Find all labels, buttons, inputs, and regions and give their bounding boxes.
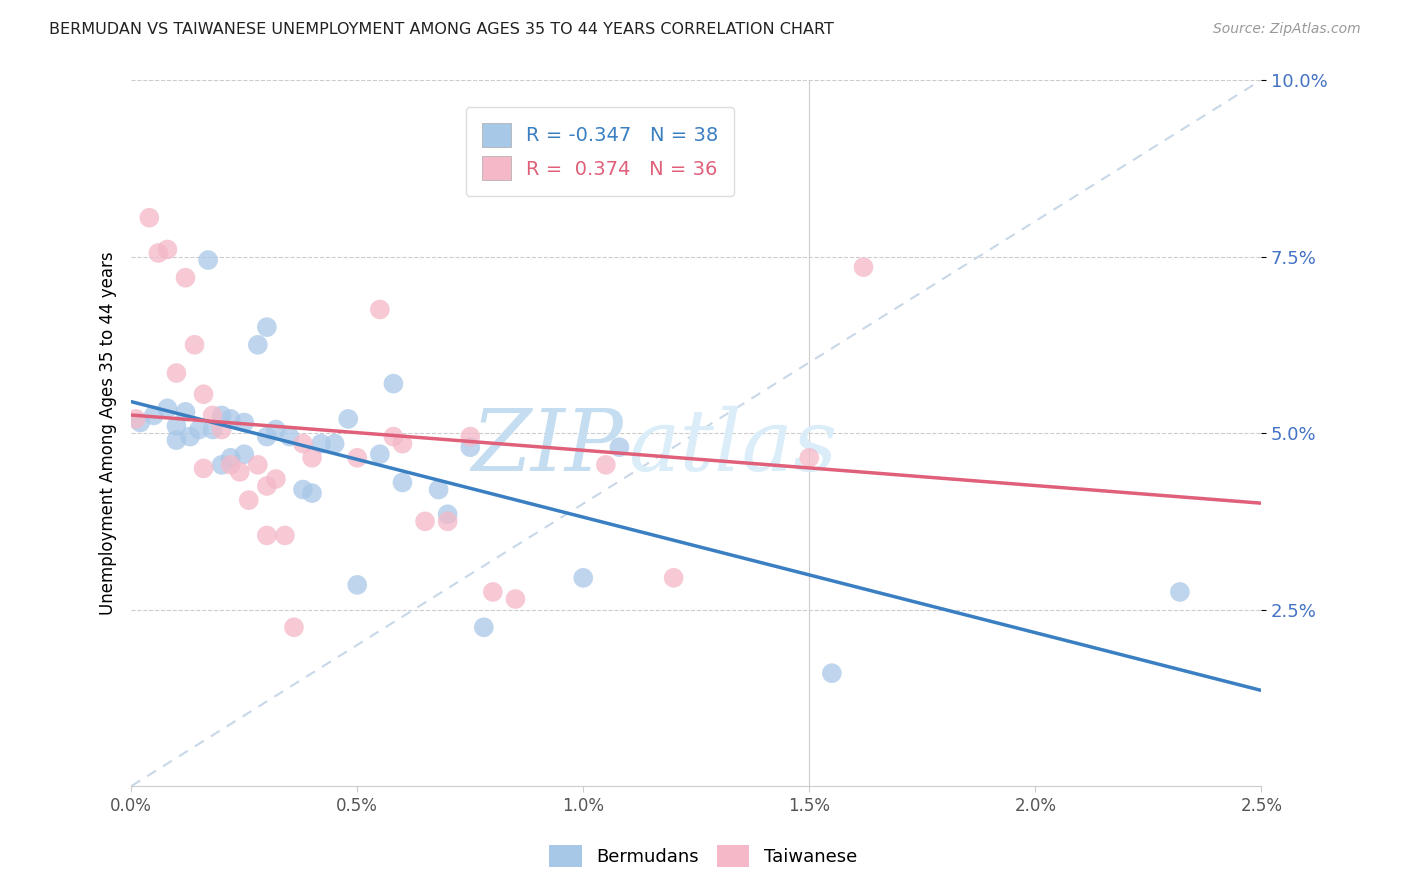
Point (138, 211, 160, 225)
Point (142, 409, 165, 423)
Point (283, 620, 305, 634)
Point (264, 472, 287, 486)
Point (274, 528, 297, 542)
Legend: Bermudans, Taiwanese: Bermudans, Taiwanese (541, 838, 865, 874)
Point (238, 493, 260, 508)
Point (246, 338, 269, 352)
Point (572, 571, 595, 585)
Point (188, 423, 211, 437)
Point (337, 412, 360, 426)
Point (482, 585, 505, 599)
Text: ZIP: ZIP (471, 406, 623, 489)
Point (211, 409, 233, 423)
Point (458, 429, 481, 443)
Point (323, 436, 346, 450)
Text: Source: ZipAtlas.com: Source: ZipAtlas.com (1213, 22, 1361, 37)
Point (301, 450, 323, 465)
Point (292, 436, 315, 450)
Point (278, 429, 301, 443)
Point (256, 528, 278, 542)
Point (193, 461, 215, 475)
Point (821, 666, 844, 681)
Point (1168, 585, 1191, 599)
Point (165, 433, 187, 447)
Point (368, 302, 391, 317)
Point (256, 429, 278, 443)
Point (219, 458, 242, 472)
Text: atlas: atlas (628, 406, 838, 489)
Point (156, 401, 179, 416)
Point (662, 571, 685, 585)
Point (391, 436, 413, 450)
Text: BERMUDAN VS TAIWANESE UNEMPLOYMENT AMONG AGES 35 TO 44 YEARS CORRELATION CHART: BERMUDAN VS TAIWANESE UNEMPLOYMENT AMONG… (49, 22, 834, 37)
Point (505, 592, 527, 607)
Point (165, 419, 187, 434)
Point (609, 440, 631, 454)
Point (219, 412, 242, 426)
Point (179, 429, 201, 443)
Point (436, 514, 458, 528)
Point (156, 243, 179, 257)
Point (413, 514, 436, 528)
Point (148, 246, 170, 260)
Point (246, 458, 269, 472)
Point (219, 450, 242, 465)
Point (201, 423, 224, 437)
Point (346, 450, 368, 465)
Y-axis label: Unemployment Among Ages 35 to 44 years: Unemployment Among Ages 35 to 44 years (100, 252, 117, 615)
Point (458, 440, 481, 454)
Point (595, 458, 617, 472)
Point (292, 483, 315, 497)
Point (368, 447, 391, 461)
Point (229, 465, 252, 479)
Point (211, 423, 233, 437)
Point (174, 270, 197, 285)
Point (382, 376, 405, 391)
Point (472, 620, 495, 634)
Point (309, 436, 332, 450)
Point (183, 338, 205, 352)
Point (346, 578, 368, 592)
Point (301, 486, 323, 500)
Point (233, 416, 256, 430)
Point (211, 458, 233, 472)
Point (174, 405, 197, 419)
Point (193, 387, 215, 401)
Point (125, 412, 148, 426)
Point (129, 416, 152, 430)
Point (852, 260, 875, 274)
Point (165, 366, 187, 380)
Point (572, 140, 595, 154)
Point (382, 429, 405, 443)
Point (256, 320, 278, 334)
Point (264, 423, 287, 437)
Point (256, 479, 278, 493)
Point (233, 447, 256, 461)
Point (201, 409, 224, 423)
Point (391, 475, 413, 490)
Point (197, 253, 219, 268)
Point (436, 508, 458, 522)
Point (427, 483, 450, 497)
Legend: R = -0.347   N = 38, R =  0.374   N = 36: R = -0.347 N = 38, R = 0.374 N = 36 (467, 107, 734, 195)
Point (799, 450, 821, 465)
